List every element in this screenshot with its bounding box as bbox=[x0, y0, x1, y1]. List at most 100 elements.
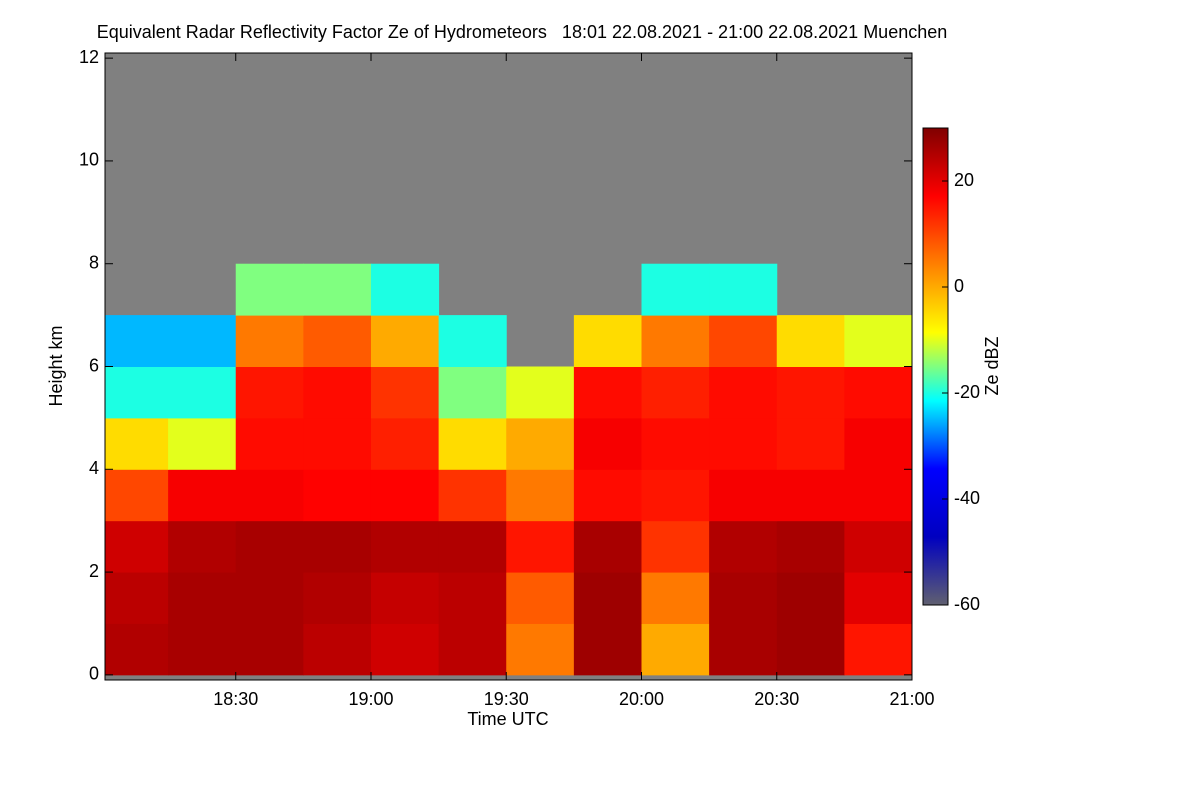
heatmap-cell bbox=[709, 572, 778, 624]
heatmap-cell bbox=[641, 623, 710, 676]
heatmap-cell bbox=[303, 366, 372, 419]
chart-title: Equivalent Radar Reflectivity Factor Ze … bbox=[97, 22, 948, 42]
x-tick-label: 20:30 bbox=[754, 689, 799, 709]
heatmap-cell bbox=[506, 572, 575, 624]
heatmap-cell bbox=[303, 469, 372, 522]
heatmap-cell bbox=[105, 417, 169, 470]
heatmap-cell bbox=[168, 520, 237, 573]
heatmap-cell bbox=[573, 520, 642, 573]
heatmap-cell bbox=[235, 520, 304, 573]
heatmap-cell bbox=[438, 572, 507, 624]
x-tick-label: 21:00 bbox=[889, 689, 934, 709]
heatmap-cell bbox=[506, 623, 575, 676]
heatmap-cell bbox=[370, 572, 440, 624]
heatmap-cell bbox=[641, 417, 710, 470]
heatmap-cell bbox=[438, 469, 507, 522]
colorbar-tick-label: -40 bbox=[954, 488, 980, 508]
heatmap-cell bbox=[105, 623, 169, 676]
heatmap-cell bbox=[709, 366, 778, 419]
heatmap-cell bbox=[168, 623, 237, 676]
heatmap-cell bbox=[844, 623, 913, 676]
x-tick-label: 19:00 bbox=[348, 689, 393, 709]
y-tick-label: 4 bbox=[89, 458, 99, 478]
heatmap-cell bbox=[709, 469, 778, 522]
heatmap-cell bbox=[235, 623, 304, 676]
colorbar bbox=[922, 127, 949, 606]
heatmap-cell bbox=[844, 417, 913, 470]
heatmap-cell bbox=[573, 572, 642, 624]
heatmap-cell bbox=[303, 263, 372, 316]
y-tick-label: 0 bbox=[89, 664, 99, 684]
heatmap-cell bbox=[235, 366, 304, 419]
heatmap-cell bbox=[573, 623, 642, 676]
heatmap-cell bbox=[370, 263, 440, 316]
heatmap-cell bbox=[438, 366, 507, 419]
heatmap-cell bbox=[438, 315, 507, 367]
heatmap-cell bbox=[235, 315, 304, 367]
x-tick-label: 20:00 bbox=[619, 689, 664, 709]
heatmap-cell bbox=[641, 315, 710, 367]
x-axis-label: Time UTC bbox=[467, 709, 548, 729]
heatmap-cell bbox=[303, 520, 372, 573]
heatmap-cell bbox=[235, 469, 304, 522]
y-tick-label: 2 bbox=[89, 561, 99, 581]
heatmap-cell bbox=[573, 417, 642, 470]
heatmap-cell bbox=[303, 623, 372, 676]
heatmap-cell bbox=[776, 469, 845, 522]
heatmap-cell bbox=[506, 469, 575, 522]
heatmap-cell bbox=[776, 417, 845, 470]
heatmap-cell bbox=[303, 315, 372, 367]
heatmap-cell bbox=[370, 417, 440, 470]
heatmap-cell bbox=[573, 469, 642, 522]
heatmap-cell bbox=[506, 366, 575, 419]
heatmap-cell bbox=[168, 572, 237, 624]
y-tick-label: 8 bbox=[89, 252, 99, 272]
heatmap-cell bbox=[168, 417, 237, 470]
heatmap-cell bbox=[709, 520, 778, 573]
heatmap-cell bbox=[709, 623, 778, 676]
colorbar-tick-label: -20 bbox=[954, 382, 980, 402]
heatmap-cell bbox=[370, 366, 440, 419]
heatmap-cell bbox=[709, 263, 778, 316]
heatmap-cell bbox=[641, 469, 710, 522]
heatmap-cell bbox=[168, 469, 237, 522]
heatmap-cell bbox=[105, 469, 169, 522]
heatmap-cell bbox=[506, 417, 575, 470]
heatmap-cell bbox=[844, 366, 913, 419]
heatmap-cell bbox=[105, 572, 169, 624]
heatmap-cell bbox=[709, 417, 778, 470]
heatmap-cell bbox=[641, 572, 710, 624]
heatmap-cell bbox=[844, 572, 913, 624]
heatmap-cell bbox=[370, 520, 440, 573]
heatmap-cell bbox=[105, 315, 169, 367]
heatmap-cell bbox=[105, 366, 169, 419]
heatmap-cell bbox=[709, 315, 778, 367]
heatmap-cell bbox=[235, 572, 304, 624]
heatmap-cell bbox=[105, 520, 169, 573]
heatmap-cell bbox=[168, 366, 237, 419]
y-tick-label: 12 bbox=[79, 47, 99, 67]
heatmap-cell bbox=[844, 315, 913, 367]
heatmap-cell bbox=[303, 417, 372, 470]
heatmap-cell bbox=[776, 366, 845, 419]
x-tick-label: 18:30 bbox=[213, 689, 258, 709]
heatmap-cell bbox=[573, 366, 642, 419]
heatmap-cell bbox=[844, 469, 913, 522]
heatmap-cell bbox=[438, 520, 507, 573]
heatmap-cell bbox=[506, 520, 575, 573]
heatmap-cell bbox=[235, 417, 304, 470]
heatmap-cell bbox=[370, 623, 440, 676]
heatmap-cell bbox=[235, 263, 304, 316]
heatmap-cell bbox=[776, 520, 845, 573]
heatmap-cell bbox=[303, 572, 372, 624]
heatmap-cell bbox=[438, 623, 507, 676]
heatmap-cell bbox=[168, 315, 237, 367]
y-tick-label: 6 bbox=[89, 355, 99, 375]
colorbar-tick-label: 20 bbox=[954, 170, 974, 190]
colorbar-tick-label: 0 bbox=[954, 276, 964, 296]
heatmap-cell bbox=[573, 315, 642, 367]
y-tick-label: 10 bbox=[79, 150, 99, 170]
heatmap-cell bbox=[776, 315, 845, 367]
heatmap-cell bbox=[776, 623, 845, 676]
